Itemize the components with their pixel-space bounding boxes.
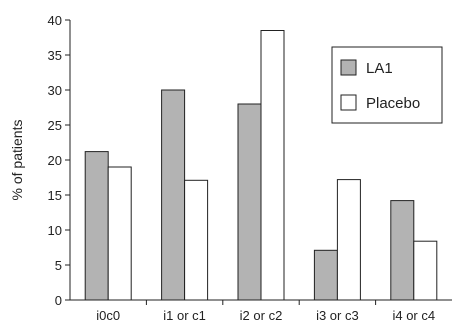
x-tick-label: i1 or c1 [163,308,206,323]
x-tick-labels: i0c0 i1 or c1 i2 or c2 i3 or c3 i4 or c4 [96,308,435,323]
legend-label-placebo: Placebo [366,95,420,112]
bar-placebo-3 [260,30,285,301]
legend-swatch-placebo [340,94,357,111]
bar-la1-3 [237,103,262,301]
y-tick-labels: 0 5 10 15 20 25 30 35 40 [48,13,62,308]
axes [65,19,452,305]
bar-placebo-5 [413,240,438,301]
bar-placebo-4 [336,179,361,301]
bars [84,30,438,301]
y-tick-label: 35 [48,48,62,63]
bar-la1-4 [313,249,338,301]
y-axis-title: % of patients [9,120,25,201]
legend-label-la1: LA1 [366,60,393,77]
bar-la1-1 [84,151,109,301]
x-tick-label: i0c0 [96,308,120,323]
y-tick-label: 0 [55,293,62,308]
x-tick-label: i4 or c4 [392,308,435,323]
legend: LA1 Placebo [331,46,443,124]
y-tick-label: 5 [55,258,62,273]
bar-la1-2 [161,89,186,301]
bar-la1-5 [390,200,415,301]
x-tick-label: i2 or c2 [240,308,283,323]
y-tick-label: 15 [48,188,62,203]
legend-swatch-la1 [340,59,357,76]
y-tick-label: 20 [48,153,62,168]
y-tick-label: 30 [48,83,62,98]
y-tick-label: 10 [48,223,62,238]
bar-placebo-2 [184,179,209,301]
bar-placebo-1 [107,166,132,301]
y-tick-label: 25 [48,118,62,133]
x-tick-label: i3 or c3 [316,308,359,323]
y-tick-label: 40 [48,13,62,28]
